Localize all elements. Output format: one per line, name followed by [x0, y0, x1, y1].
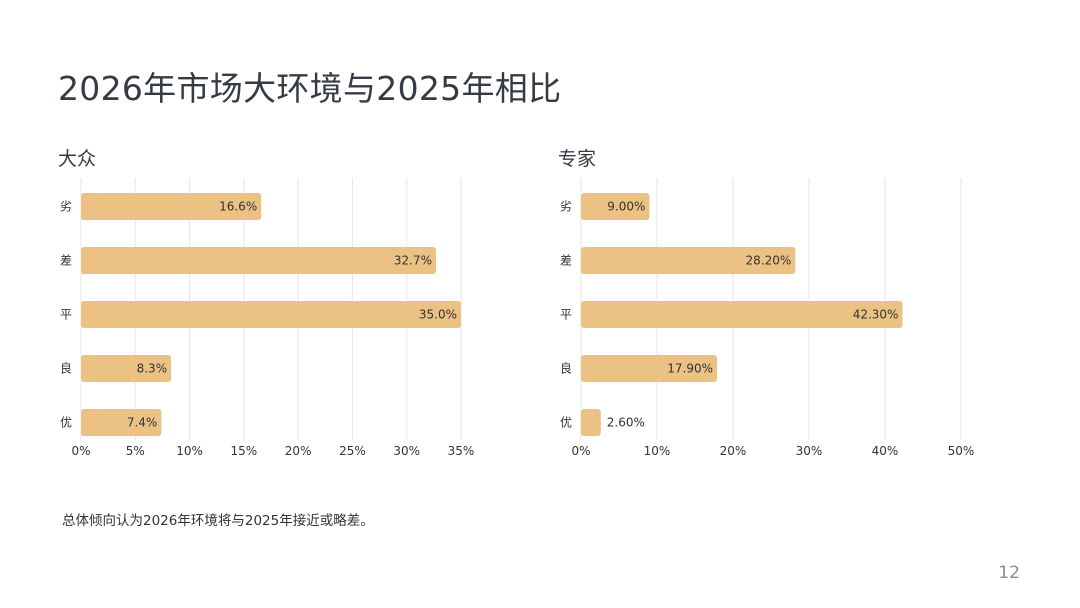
page-number: 12 — [998, 563, 1020, 583]
chart-public: 0% 5% 10% 15% 20% 25% 30% 35% 劣 16.6% 差 32.7% 平 35.0%… — [60, 178, 475, 458]
chart-title-experts: 专家 — [558, 148, 597, 170]
bar — [581, 301, 903, 328]
value-label: 17.90% — [667, 362, 713, 376]
bar — [581, 355, 718, 382]
value-label: 8.3% — [137, 362, 168, 376]
x-tick-label: 25% — [339, 444, 366, 458]
category-label: 平 — [560, 308, 572, 322]
x-tick-label: 15% — [231, 444, 258, 458]
x-tick-label: 50% — [948, 444, 975, 458]
value-label: 16.6% — [219, 200, 257, 214]
bar — [81, 247, 437, 274]
category-label: 差 — [560, 254, 572, 268]
category-label: 劣 — [60, 200, 72, 214]
bar — [81, 355, 172, 382]
bar — [81, 409, 162, 436]
x-tick-label: 40% — [872, 444, 899, 458]
chart-title-public: 大众 — [58, 148, 97, 170]
category-label: 良 — [60, 361, 72, 376]
category-label: 优 — [560, 416, 572, 430]
value-label: 28.20% — [746, 254, 792, 268]
value-label: 9.00% — [607, 200, 645, 214]
x-tick-label: 0% — [571, 444, 590, 458]
x-tick-label: 30% — [796, 444, 823, 458]
x-tick-label: 35% — [448, 444, 475, 458]
summary-note: 总体倾向认为2026年环境将与2025年接近或略差。 — [62, 513, 374, 529]
x-tick-label: 10% — [176, 444, 203, 458]
value-label: 2.60% — [607, 416, 645, 430]
category-label: 差 — [60, 254, 72, 268]
bar — [581, 247, 796, 274]
x-tick-label: 5% — [126, 444, 145, 458]
bar — [81, 193, 262, 220]
x-tick-label: 20% — [720, 444, 747, 458]
category-label: 良 — [560, 361, 572, 376]
chart-experts: 0% 10% 20% 30% 40% 50% 劣 9.00% 差 28.20% 平 42.30% 良 17… — [560, 178, 975, 458]
category-label: 平 — [60, 308, 72, 322]
bar — [581, 193, 650, 220]
value-label: 42.30% — [853, 308, 899, 322]
category-label: 劣 — [560, 200, 572, 214]
value-label: 7.4% — [127, 416, 158, 430]
bar — [81, 301, 461, 328]
category-label: 优 — [60, 416, 72, 430]
x-tick-label: 30% — [393, 444, 420, 458]
x-tick-label: 10% — [644, 444, 671, 458]
value-label: 32.7% — [394, 254, 432, 268]
bar — [581, 409, 601, 436]
x-tick-label: 20% — [285, 444, 312, 458]
value-label: 35.0% — [419, 308, 457, 322]
x-tick-label: 0% — [71, 444, 90, 458]
page-title: 2026年市场大环境与2025年相比 — [58, 69, 562, 108]
